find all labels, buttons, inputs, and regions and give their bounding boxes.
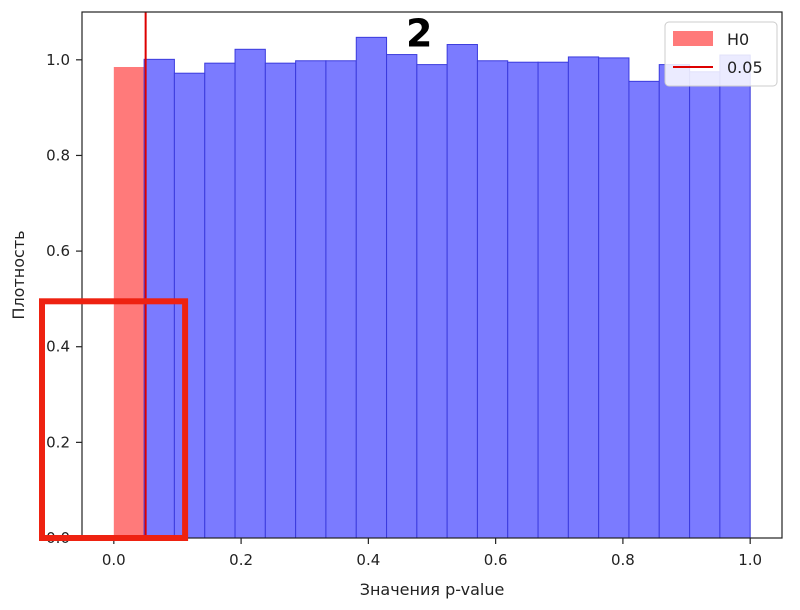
histogram-bar-7 [355, 36, 388, 539]
annotation-label: 2 [406, 11, 432, 55]
bars-layer [113, 36, 751, 539]
legend-vline-label: 0.05 [727, 58, 763, 77]
y-axis-label: Плотность [9, 230, 28, 319]
x-tick-label-4: 0.8 [611, 551, 635, 569]
histogram-bar-5 [295, 60, 327, 539]
histogram-bar-9 [416, 64, 448, 539]
histogram-bar-11 [476, 60, 509, 539]
y-tick-label-2: 0.4 [46, 338, 70, 356]
histogram-bar-18 [689, 71, 721, 539]
histogram-bar-8 [386, 54, 418, 539]
histogram-bar-2 [204, 62, 236, 539]
histogram-bar-3 [234, 48, 266, 539]
histogram-bar-17 [658, 64, 691, 539]
y-tick-label-5: 1.0 [46, 51, 70, 69]
histogram-bar-10 [446, 44, 478, 539]
legend: H0 0.05 [664, 21, 778, 87]
legend-h0-swatch [673, 31, 713, 46]
legend-h0-label: H0 [727, 30, 749, 49]
histogram-bar-14 [567, 56, 600, 539]
histogram-bar-16 [628, 80, 660, 539]
x-axis-label: Значения p-value [360, 580, 505, 599]
histogram-bar-1 [173, 72, 206, 539]
histogram-bar-12 [507, 61, 539, 539]
histogram-bar-6 [325, 60, 357, 539]
x-tick-label-2: 0.4 [356, 551, 380, 569]
x-tick-label-0: 0.0 [102, 551, 126, 569]
histogram-bar-13 [537, 61, 569, 539]
y-tick-label-4: 0.8 [46, 146, 70, 164]
histogram-bar-4 [264, 62, 297, 539]
x-tick-label-5: 1.0 [738, 551, 762, 569]
x-tick-label-3: 0.6 [484, 551, 508, 569]
highlight-box [39, 298, 189, 541]
axes-layer: 0.0 0.2 0.4 0.6 0.8 1.00.00.20.40.60.81.0 [46, 11, 783, 569]
histogram-bar-15 [598, 57, 630, 539]
histogram-bar-19 [719, 54, 751, 539]
x-tick-label-1: 0.2 [229, 551, 253, 569]
y-tick-label-1: 0.2 [46, 433, 70, 451]
plot-frame [81, 11, 783, 539]
y-tick-label-3: 0.6 [46, 242, 70, 260]
